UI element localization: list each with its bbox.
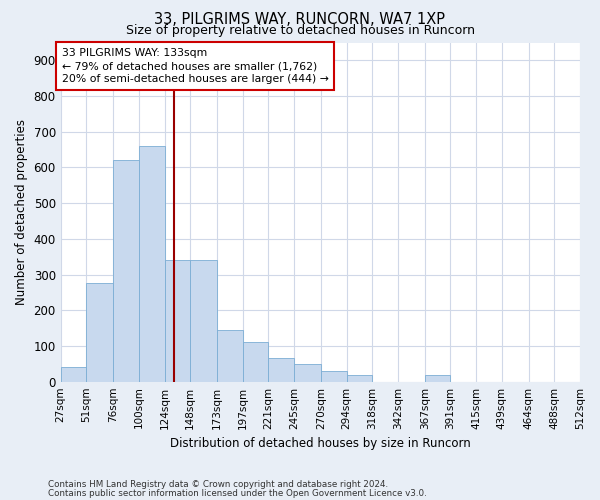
Bar (61, 368, 86, 382)
Bar (425, 374, 451, 382)
Y-axis label: Number of detached properties: Number of detached properties (15, 119, 28, 305)
Text: 33 PILGRIMS WAY: 133sqm
← 79% of detached houses are smaller (1,762)
20% of semi: 33 PILGRIMS WAY: 133sqm ← 79% of detache… (62, 48, 329, 84)
Text: Contains public sector information licensed under the Open Government Licence v3: Contains public sector information licen… (48, 489, 427, 498)
Bar (268, 358, 294, 382)
Bar (294, 364, 321, 382)
Text: 33, PILGRIMS WAY, RUNCORN, WA7 1XP: 33, PILGRIMS WAY, RUNCORN, WA7 1XP (155, 12, 445, 26)
Bar (217, 330, 243, 382)
Bar (347, 374, 372, 382)
Bar (139, 146, 164, 382)
Bar (164, 260, 190, 382)
Bar (113, 160, 139, 382)
Bar (190, 260, 217, 382)
Bar (86, 284, 113, 382)
Text: Size of property relative to detached houses in Runcorn: Size of property relative to detached ho… (125, 24, 475, 37)
X-axis label: Distribution of detached houses by size in Runcorn: Distribution of detached houses by size … (170, 437, 471, 450)
Bar (243, 342, 268, 382)
Bar (321, 371, 347, 382)
Text: Contains HM Land Registry data © Crown copyright and database right 2024.: Contains HM Land Registry data © Crown c… (48, 480, 388, 489)
